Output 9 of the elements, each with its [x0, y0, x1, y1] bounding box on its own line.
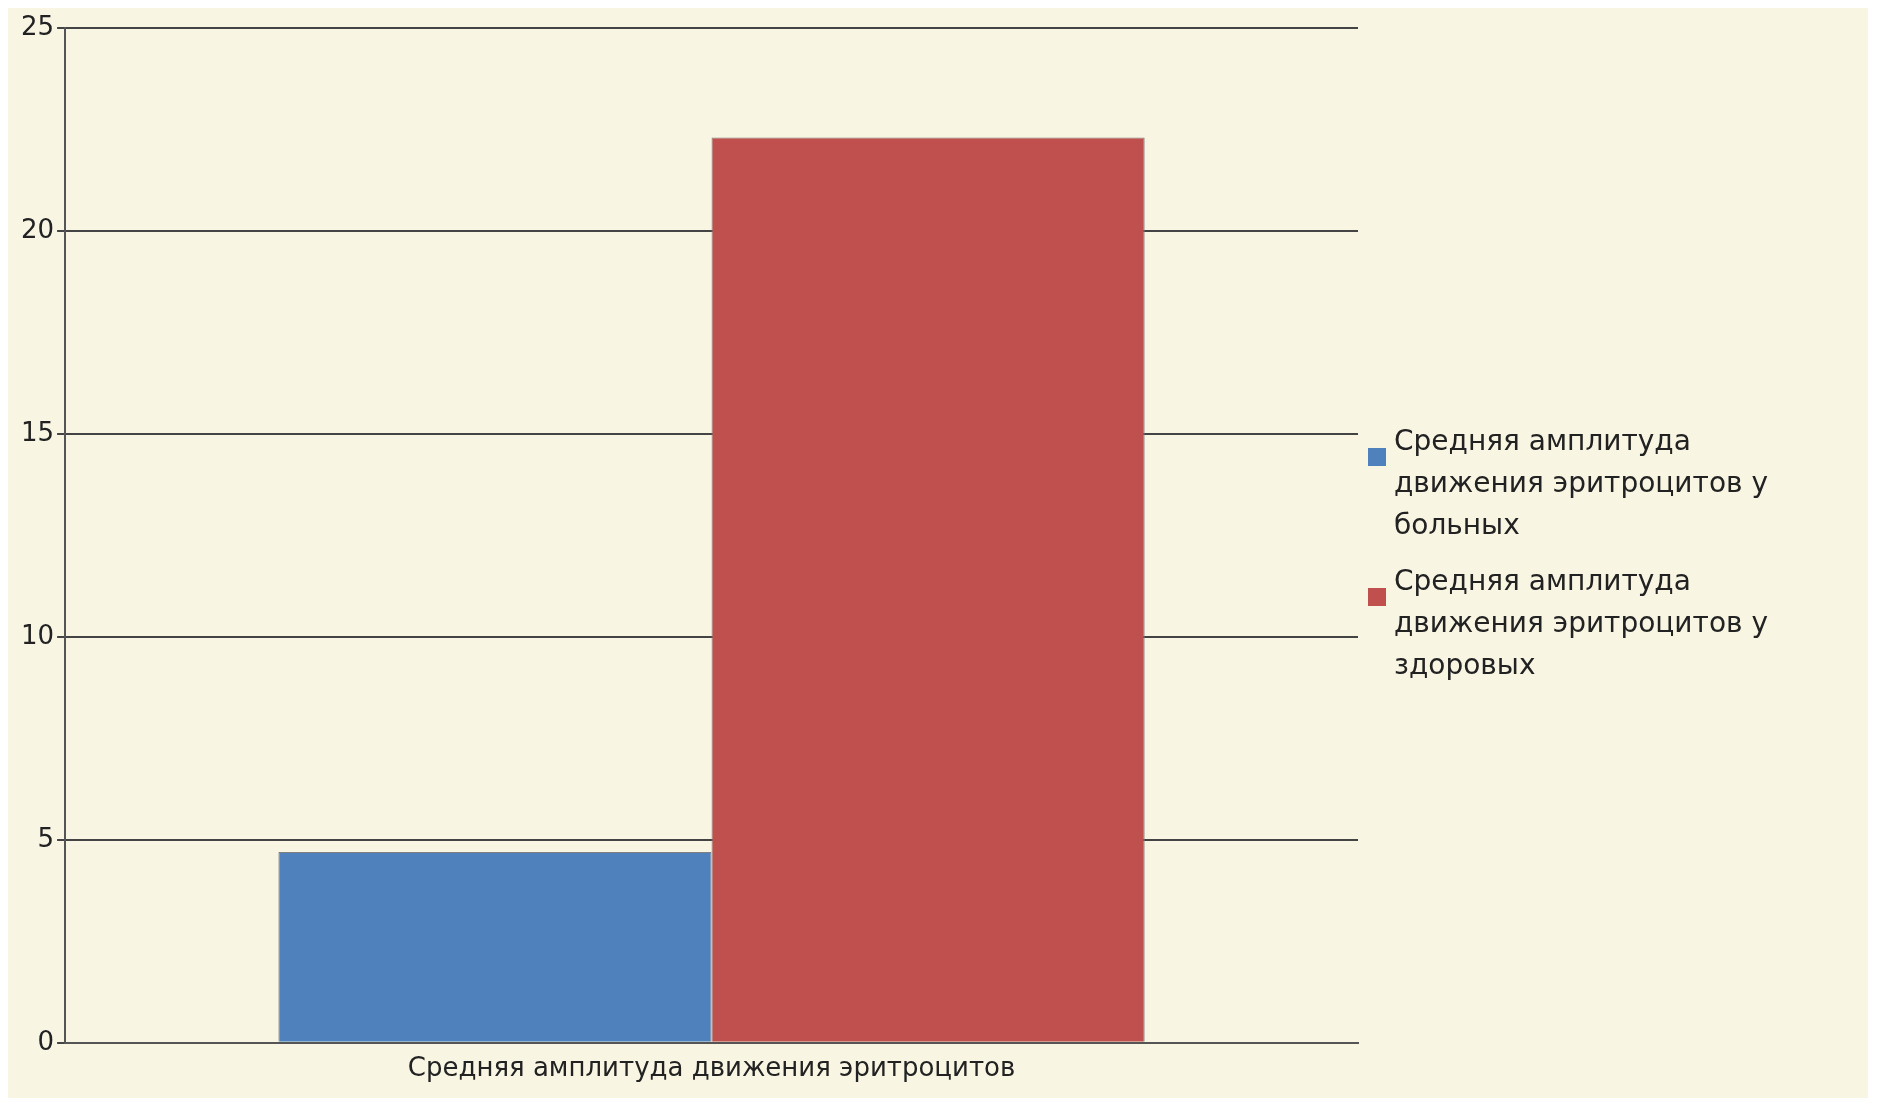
y-tick-label: 5: [37, 822, 55, 853]
y-tick-label: 10: [20, 619, 55, 650]
y-tick-label: 20: [20, 213, 55, 244]
legend-label: Средняя амплитуда движения эритроцитов у здоровых: [1394, 563, 1769, 683]
y-tick-label: 25: [20, 10, 55, 41]
y-tick-label: 0: [37, 1025, 55, 1056]
legend-label: Средняя амплитуда движения эритроцитов у больных: [1394, 423, 1769, 543]
y-tick-label: 15: [20, 416, 55, 447]
x-tick-label: Средняя амплитуда движения эритроцитов: [407, 1052, 1016, 1083]
